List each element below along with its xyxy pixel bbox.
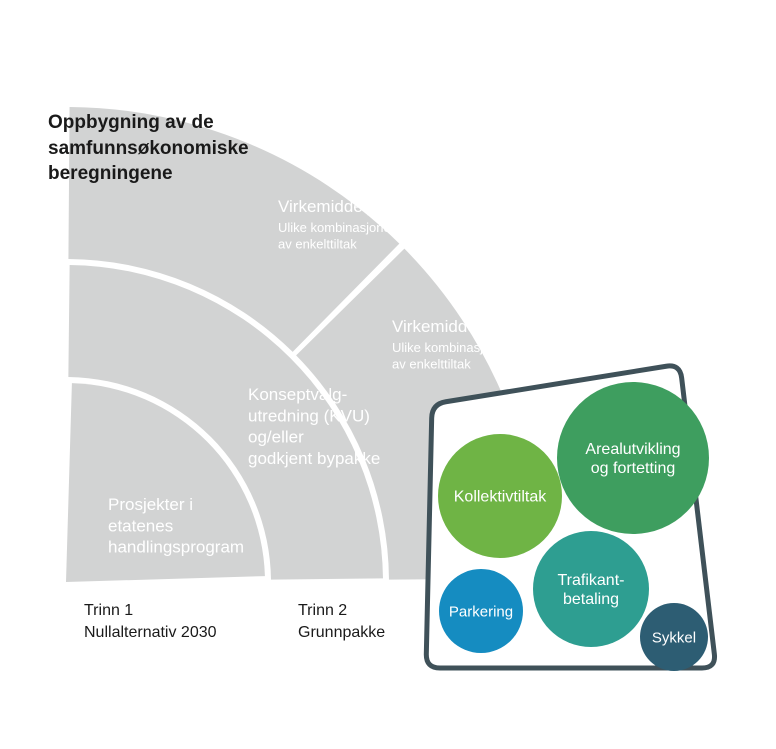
caption-trinn2-title: Trinn 2 — [298, 600, 347, 622]
caption-trinn1-sub: Nullalternativ 2030 — [84, 622, 217, 644]
caption-trinn1-title: Trinn 1 — [84, 600, 133, 622]
caption-trinn2-sub: Grunnpakke — [298, 622, 385, 644]
